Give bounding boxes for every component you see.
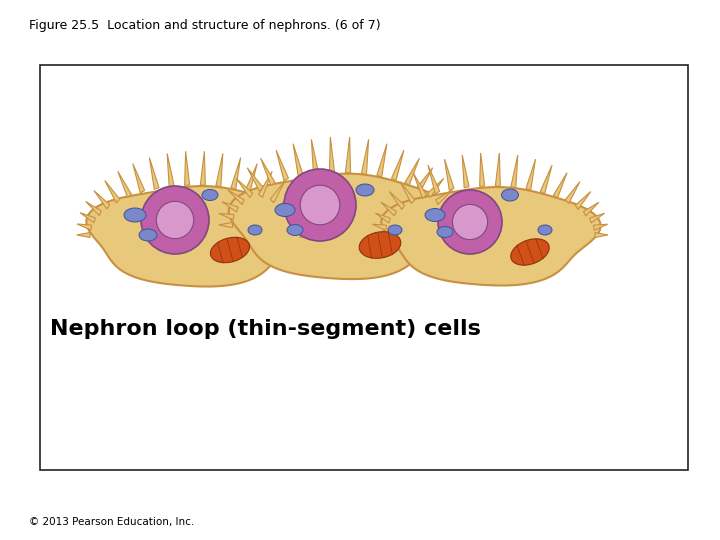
Ellipse shape xyxy=(248,225,262,235)
Polygon shape xyxy=(289,201,305,215)
Polygon shape xyxy=(229,174,453,279)
Ellipse shape xyxy=(359,232,401,258)
Polygon shape xyxy=(293,144,303,177)
Ellipse shape xyxy=(124,208,146,222)
Polygon shape xyxy=(400,181,415,204)
Text: Figure 25.5  Location and structure of nephrons. (6 of 7): Figure 25.5 Location and structure of ne… xyxy=(29,19,380,32)
Polygon shape xyxy=(105,180,120,203)
Circle shape xyxy=(438,190,502,254)
Polygon shape xyxy=(375,213,390,223)
Polygon shape xyxy=(118,171,132,198)
Polygon shape xyxy=(132,164,145,193)
Polygon shape xyxy=(258,171,272,198)
Polygon shape xyxy=(80,213,96,222)
Polygon shape xyxy=(413,173,426,198)
Polygon shape xyxy=(381,202,397,216)
Polygon shape xyxy=(495,153,500,186)
Polygon shape xyxy=(442,201,458,212)
Polygon shape xyxy=(382,187,600,286)
Text: © 2013 Pearson Education, Inc.: © 2013 Pearson Education, Inc. xyxy=(29,516,194,526)
Polygon shape xyxy=(480,153,485,186)
Polygon shape xyxy=(526,159,536,190)
Bar xyxy=(40,65,688,470)
Ellipse shape xyxy=(388,225,402,235)
Polygon shape xyxy=(462,155,469,188)
Circle shape xyxy=(156,201,194,239)
Ellipse shape xyxy=(437,226,453,238)
Circle shape xyxy=(284,169,356,241)
Ellipse shape xyxy=(287,225,303,235)
Ellipse shape xyxy=(210,237,250,262)
Polygon shape xyxy=(200,151,205,185)
Polygon shape xyxy=(270,180,285,203)
Polygon shape xyxy=(280,191,296,209)
Polygon shape xyxy=(575,192,590,210)
Polygon shape xyxy=(346,137,351,173)
Circle shape xyxy=(141,186,209,254)
Polygon shape xyxy=(219,213,234,220)
Polygon shape xyxy=(236,178,253,198)
Polygon shape xyxy=(554,173,567,198)
Ellipse shape xyxy=(275,204,295,217)
Ellipse shape xyxy=(538,225,552,235)
Polygon shape xyxy=(446,213,461,220)
Polygon shape xyxy=(428,178,444,198)
Polygon shape xyxy=(276,150,289,181)
Polygon shape xyxy=(261,158,275,186)
Polygon shape xyxy=(94,191,109,209)
Polygon shape xyxy=(329,137,335,173)
Polygon shape xyxy=(216,153,223,187)
Polygon shape xyxy=(511,155,518,188)
Polygon shape xyxy=(595,233,608,238)
Polygon shape xyxy=(390,192,405,210)
Polygon shape xyxy=(149,158,159,190)
Polygon shape xyxy=(86,186,305,287)
Polygon shape xyxy=(231,158,240,190)
Ellipse shape xyxy=(425,208,445,221)
Polygon shape xyxy=(167,153,174,187)
Polygon shape xyxy=(247,168,263,191)
Polygon shape xyxy=(372,224,387,230)
Circle shape xyxy=(300,185,340,225)
Ellipse shape xyxy=(510,239,549,265)
Polygon shape xyxy=(392,150,404,181)
Polygon shape xyxy=(590,213,605,223)
Polygon shape xyxy=(540,165,552,194)
Polygon shape xyxy=(184,151,189,185)
Polygon shape xyxy=(228,190,244,205)
Polygon shape xyxy=(405,158,419,186)
Ellipse shape xyxy=(202,190,218,200)
Circle shape xyxy=(452,205,487,240)
Polygon shape xyxy=(448,222,462,227)
Polygon shape xyxy=(377,144,387,177)
Polygon shape xyxy=(417,168,433,191)
Polygon shape xyxy=(428,165,440,194)
Ellipse shape xyxy=(356,184,374,196)
Polygon shape xyxy=(294,213,310,222)
Polygon shape xyxy=(583,202,599,216)
Ellipse shape xyxy=(139,229,157,241)
Polygon shape xyxy=(361,139,369,174)
Polygon shape xyxy=(246,164,257,193)
Polygon shape xyxy=(436,190,452,205)
Ellipse shape xyxy=(502,189,518,201)
Polygon shape xyxy=(593,224,608,230)
Polygon shape xyxy=(86,201,102,215)
Polygon shape xyxy=(219,222,233,227)
Polygon shape xyxy=(372,233,385,238)
Polygon shape xyxy=(222,201,238,212)
Polygon shape xyxy=(444,159,454,190)
Polygon shape xyxy=(77,224,91,230)
Polygon shape xyxy=(77,233,90,238)
Polygon shape xyxy=(300,233,313,238)
Text: Nephron loop (thin-segment) cells: Nephron loop (thin-segment) cells xyxy=(50,319,481,340)
Polygon shape xyxy=(565,181,580,204)
Polygon shape xyxy=(299,224,313,230)
Polygon shape xyxy=(311,139,318,174)
